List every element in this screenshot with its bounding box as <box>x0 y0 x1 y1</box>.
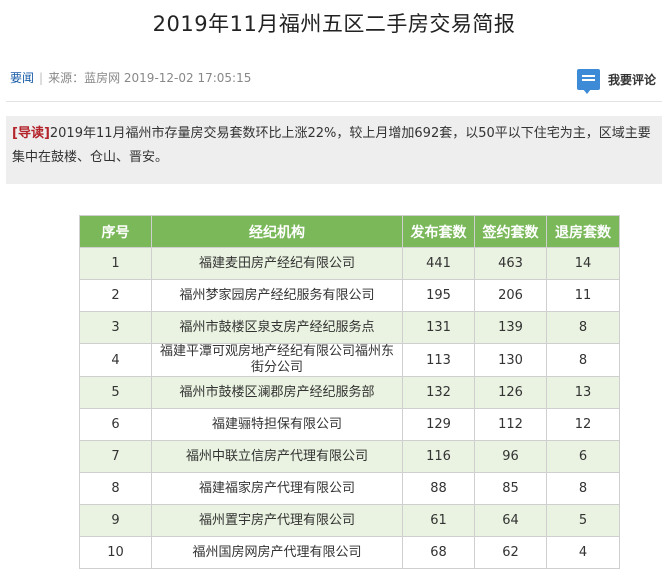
cell-returned: 6 <box>546 440 620 473</box>
table-row: 5 福州市鼓楼区澜郡房产经纪服务部 132 126 13 <box>79 376 620 409</box>
table-row: 1 福建麦田房产经纪有限公司 441 463 14 <box>79 247 620 280</box>
table-body: 1 福建麦田房产经纪有限公司 441 463 14 2 福州梦家园房产经纪服务有限公司 195… <box>79 247 620 569</box>
cell-returned: 8 <box>546 472 620 505</box>
cell-index: 1 <box>79 247 152 280</box>
cell-agency: 福州市鼓楼区泉支房产经纪服务点 <box>151 311 403 344</box>
cell-index: 8 <box>79 472 152 505</box>
cell-returned: 14 <box>546 247 620 280</box>
article-title: 2019年11月福州五区二手房交易简报 <box>152 12 516 36</box>
cell-listed: 441 <box>402 247 475 280</box>
cell-signed: 62 <box>474 536 547 569</box>
meta-divider: | <box>39 71 44 85</box>
cell-agency: 福建福家房产代理有限公司 <box>151 472 403 505</box>
cell-index: 4 <box>79 343 152 377</box>
cell-index: 5 <box>79 376 152 409</box>
cell-signed: 112 <box>474 408 547 441</box>
cell-returned: 8 <box>546 343 620 377</box>
cell-agency: 福建麦田房产经纪有限公司 <box>151 247 403 280</box>
table-row: 8 福建福家房产代理有限公司 88 85 8 <box>79 472 620 505</box>
lead-tag: [导读] <box>12 126 50 141</box>
col-header-listed: 发布套数 <box>402 215 475 248</box>
cell-listed: 68 <box>402 536 475 569</box>
cell-signed: 130 <box>474 343 547 377</box>
table-row: 9 福州置宇房产代理有限公司 61 64 5 <box>79 504 620 537</box>
table-row: 7 福州中联立信房产代理有限公司 116 96 6 <box>79 440 620 473</box>
table-row: 2 福州梦家园房产经纪服务有限公司 195 206 11 <box>79 279 620 312</box>
cell-signed: 85 <box>474 472 547 505</box>
comment-label: 我要评论 <box>607 72 656 87</box>
cell-returned: 11 <box>546 279 620 312</box>
cell-signed: 206 <box>474 279 547 312</box>
meta-divider-line <box>6 101 662 102</box>
table-row: 3 福州市鼓楼区泉支房产经纪服务点 131 139 8 <box>79 311 620 344</box>
comment-button[interactable]: 我要评论 <box>576 68 656 94</box>
cell-returned: 4 <box>546 536 620 569</box>
cell-listed: 113 <box>402 343 475 377</box>
cell-agency: 福建平潭可观房地产经纪有限公司福州东街分公司 <box>151 343 403 377</box>
cell-listed: 129 <box>402 408 475 441</box>
speech-bubble-icon <box>576 68 600 94</box>
col-header-signed: 签约套数 <box>474 215 547 248</box>
cell-returned: 12 <box>546 408 620 441</box>
table-row: 6 福建骊特担保有限公司 129 112 12 <box>79 408 620 441</box>
cell-agency: 福州国房网房产代理有限公司 <box>151 536 403 569</box>
col-header-index: 序号 <box>79 215 152 248</box>
cell-listed: 116 <box>402 440 475 473</box>
cell-agency: 福州市鼓楼区澜郡房产经纪服务部 <box>151 376 403 409</box>
cell-signed: 139 <box>474 311 547 344</box>
cell-signed: 96 <box>474 440 547 473</box>
cell-agency: 福建骊特担保有限公司 <box>151 408 403 441</box>
lead-text: 2019年11月福州市存量房交易套数环比上涨22%，较上月增加692套，以50平… <box>12 126 651 165</box>
category-link[interactable]: 要闻 <box>10 71 35 85</box>
cell-listed: 131 <box>402 311 475 344</box>
cell-index: 3 <box>79 311 152 344</box>
cell-agency: 福州中联立信房产代理有限公司 <box>151 440 403 473</box>
cell-returned: 5 <box>546 504 620 537</box>
cell-agency: 福州置宇房产代理有限公司 <box>151 504 403 537</box>
cell-index: 2 <box>79 279 152 312</box>
cell-listed: 195 <box>402 279 475 312</box>
cell-index: 9 <box>79 504 152 537</box>
cell-signed: 64 <box>474 504 547 537</box>
cell-agency: 福州梦家园房产经纪服务有限公司 <box>151 279 403 312</box>
table-header-row: 序号 经纪机构 发布套数 签约套数 退房套数 <box>79 215 620 248</box>
publish-datetime: 2019-12-02 17:05:15 <box>123 71 252 85</box>
cell-listed: 132 <box>402 376 475 409</box>
table-row: 10 福州国房网房产代理有限公司 68 62 4 <box>79 536 620 569</box>
col-header-returned: 退房套数 <box>546 215 620 248</box>
cell-signed: 463 <box>474 247 547 280</box>
cell-listed: 88 <box>402 472 475 505</box>
col-header-agency: 经纪机构 <box>151 215 403 248</box>
cell-index: 10 <box>79 536 152 569</box>
cell-index: 7 <box>79 440 152 473</box>
brokerage-table: 序号 经纪机构 发布套数 签约套数 退房套数 1 福建麦田房产经纪有限公司 441 4… <box>79 215 620 569</box>
article-meta: 要闻 | 来源：蓝房网 2019-12-02 17:05:15 <box>10 66 251 90</box>
lead-summary: [导读]2019年11月福州市存量房交易套数环比上涨22%，较上月增加692套，… <box>6 116 662 184</box>
cell-returned: 8 <box>546 311 620 344</box>
cell-signed: 126 <box>474 376 547 409</box>
cell-returned: 13 <box>546 376 620 409</box>
cell-index: 6 <box>79 408 152 441</box>
table-row: 4 福建平潭可观房地产经纪有限公司福州东街分公司 113 130 8 <box>79 343 620 377</box>
source-label: 来源：蓝房网 <box>48 71 121 85</box>
cell-listed: 61 <box>402 504 475 537</box>
